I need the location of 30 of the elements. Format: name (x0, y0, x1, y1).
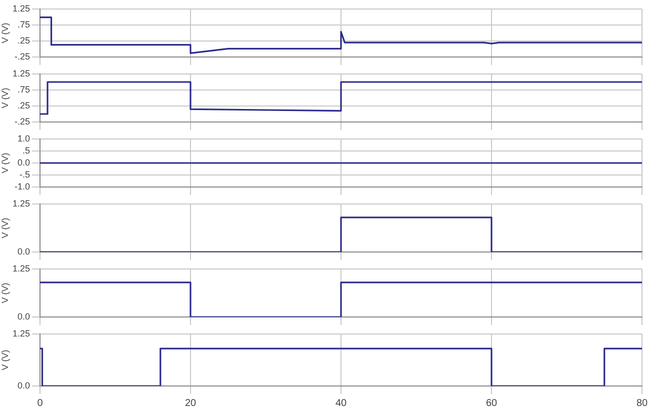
y-axis-title: V (V) (0, 282, 10, 304)
y-axis-title: V (V) (0, 152, 10, 174)
y-axis-title: V (V) (0, 350, 10, 370)
y-tick-label: 0.0 (17, 246, 30, 256)
x-tick-label: 80 (636, 398, 648, 409)
y-tick-label: .25 (17, 35, 30, 46)
y-tick-label: 1.25 (12, 198, 30, 208)
y-tick-label: 0.0 (17, 380, 30, 390)
y-tick-label: 0.0 (17, 157, 30, 168)
y-tick-label: -.25 (14, 51, 30, 62)
x-tick-label: 40 (335, 398, 347, 409)
y-tick-label: .5 (22, 145, 30, 156)
y-tick-label: .75 (17, 84, 30, 94)
y-tick-label: .75 (17, 19, 30, 30)
y-tick-label: -.5 (19, 169, 30, 180)
y-tick-label: -1.0 (14, 181, 30, 192)
y-tick-label: 0.0 (17, 311, 30, 322)
y-axis-title: V (V) (0, 22, 10, 44)
y-tick-label: 1.25 (12, 68, 30, 78)
y-axis-title: V (V) (0, 218, 10, 238)
x-tick-label: 20 (184, 398, 196, 409)
y-tick-label: .25 (17, 100, 30, 110)
x-tick-label: 0 (37, 398, 44, 409)
x-tick-label: 60 (486, 398, 498, 409)
y-tick-label: 1.25 (12, 328, 30, 338)
y-axis-title: V (V) (0, 88, 10, 108)
y-tick-label: -.25 (14, 116, 30, 126)
y-tick-label: 1.25 (12, 3, 30, 14)
y-tick-label: 1.25 (12, 263, 30, 274)
y-tick-label: 1.0 (17, 133, 30, 144)
